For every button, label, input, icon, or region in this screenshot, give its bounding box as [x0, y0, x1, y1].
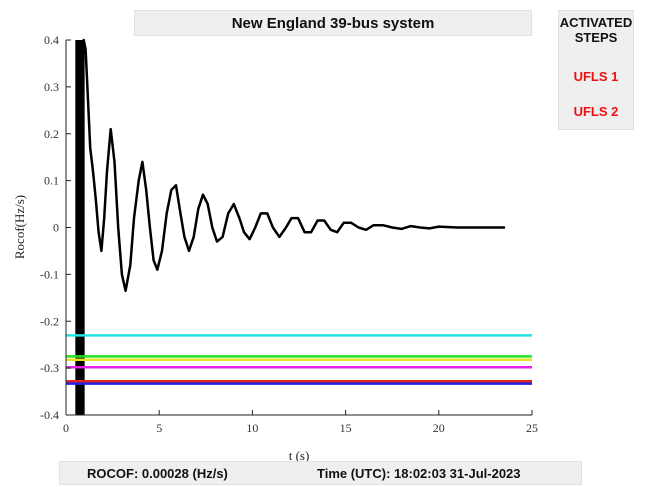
chart-title: New England 39-bus system: [231, 14, 435, 32]
step-ufls-1: UFLS 1: [573, 69, 619, 84]
activated-steps-panel: ACTIVATED STEPS UFLS 1 UFLS 2: [558, 10, 634, 130]
x-tick-label: 25: [526, 421, 538, 435]
activated-steps-title: ACTIVATED STEPS: [559, 15, 633, 45]
y-tick-label: -0.1: [40, 267, 59, 281]
y-tick-label: -0.4: [40, 408, 59, 422]
x-tick-layer: 0 5 10 15 20 25: [63, 410, 538, 435]
x-tick-label: 0: [63, 421, 69, 435]
x-axis-title: t (s): [289, 448, 310, 463]
y-tick-label: 0.1: [44, 174, 59, 188]
x-tick-label: 10: [246, 421, 258, 435]
band-layer: [75, 40, 85, 415]
time-readout: Time (UTC): 18:02:03 31-Jul-2023: [317, 466, 521, 481]
y-tick-label: -0.3: [40, 361, 59, 375]
y-axis-title: Rocof(Hz/s): [12, 195, 27, 259]
activated-steps-title-line2: STEPS: [574, 30, 618, 45]
y-tick-label: 0.3: [44, 80, 59, 94]
y-tick-label: 0: [53, 221, 59, 235]
x-tick-label: 15: [340, 421, 352, 435]
rocof-readout: ROCOF: 0.00028 (Hz/s): [87, 466, 228, 481]
y-tick-layer: -0.4 -0.3 -0.2 -0.1 0 0.1 0.2 0.3 0.4: [40, 33, 71, 422]
activated-steps-title-line1: ACTIVATED: [559, 15, 633, 30]
x-tick-label: 5: [156, 421, 162, 435]
series-layer: [82, 38, 506, 293]
series-line-1: [82, 38, 506, 293]
step-ufls-2: UFLS 2: [573, 104, 619, 119]
x-tick-label: 20: [433, 421, 445, 435]
chart-title-box: New England 39-bus system: [134, 10, 532, 36]
threshold-layer: [66, 334, 532, 385]
y-tick-label: -0.2: [40, 314, 59, 328]
y-tick-label: 0.2: [44, 127, 59, 141]
disturbance-band: [75, 40, 85, 415]
y-tick-label: 0.4: [44, 33, 59, 47]
status-bar: ROCOF: 0.00028 (Hz/s) Time (UTC): 18:02:…: [59, 461, 582, 485]
